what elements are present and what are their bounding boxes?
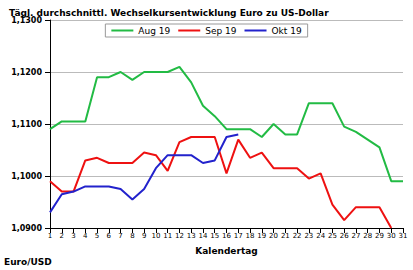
svg-text:10: 10 <box>151 232 160 240</box>
svg-text:23: 23 <box>304 232 313 240</box>
svg-text:17: 17 <box>234 232 243 240</box>
svg-text:16: 16 <box>222 232 231 240</box>
svg-text:13: 13 <box>187 232 196 240</box>
svg-text:31: 31 <box>399 232 408 240</box>
svg-text:1,0900: 1,0900 <box>11 224 42 233</box>
svg-text:30: 30 <box>387 232 396 240</box>
svg-text:11: 11 <box>163 232 172 240</box>
svg-text:27: 27 <box>351 232 360 240</box>
svg-text:15: 15 <box>210 232 219 240</box>
svg-text:Euro/USD: Euro/USD <box>4 257 52 267</box>
svg-text:7: 7 <box>118 232 122 240</box>
svg-text:28: 28 <box>363 232 372 240</box>
svg-text:1,1000: 1,1000 <box>11 172 42 181</box>
svg-text:8: 8 <box>130 232 134 240</box>
svg-text:1,1300: 1,1300 <box>11 15 42 25</box>
svg-text:9: 9 <box>142 232 146 240</box>
svg-text:6: 6 <box>107 232 112 240</box>
svg-text:25: 25 <box>328 232 337 240</box>
svg-text:1,1200: 1,1200 <box>11 68 42 77</box>
svg-text:24: 24 <box>316 232 325 240</box>
svg-text:29: 29 <box>375 232 384 240</box>
svg-text:2: 2 <box>60 232 64 240</box>
svg-text:3: 3 <box>71 232 75 240</box>
svg-text:Sep 19: Sep 19 <box>205 26 237 36</box>
svg-text:19: 19 <box>257 232 266 240</box>
svg-text:4: 4 <box>83 232 88 240</box>
svg-text:1: 1 <box>48 232 52 240</box>
svg-text:12: 12 <box>175 232 184 240</box>
svg-text:Tägl. durchschnittl. Wechselku: Tägl. durchschnittl. Wechselkursentwickl… <box>9 8 329 18</box>
svg-text:18: 18 <box>246 232 255 240</box>
svg-text:21: 21 <box>281 232 290 240</box>
svg-text:1,1100: 1,1100 <box>11 120 42 129</box>
svg-text:5: 5 <box>95 232 99 240</box>
svg-text:22: 22 <box>293 232 302 240</box>
svg-text:Aug 19: Aug 19 <box>138 26 170 36</box>
svg-text:14: 14 <box>199 232 208 240</box>
svg-text:20: 20 <box>269 232 278 240</box>
svg-text:Okt 19: Okt 19 <box>272 26 302 36</box>
svg-text:26: 26 <box>340 232 349 240</box>
svg-text:Kalendertag: Kalendertag <box>195 246 257 256</box>
